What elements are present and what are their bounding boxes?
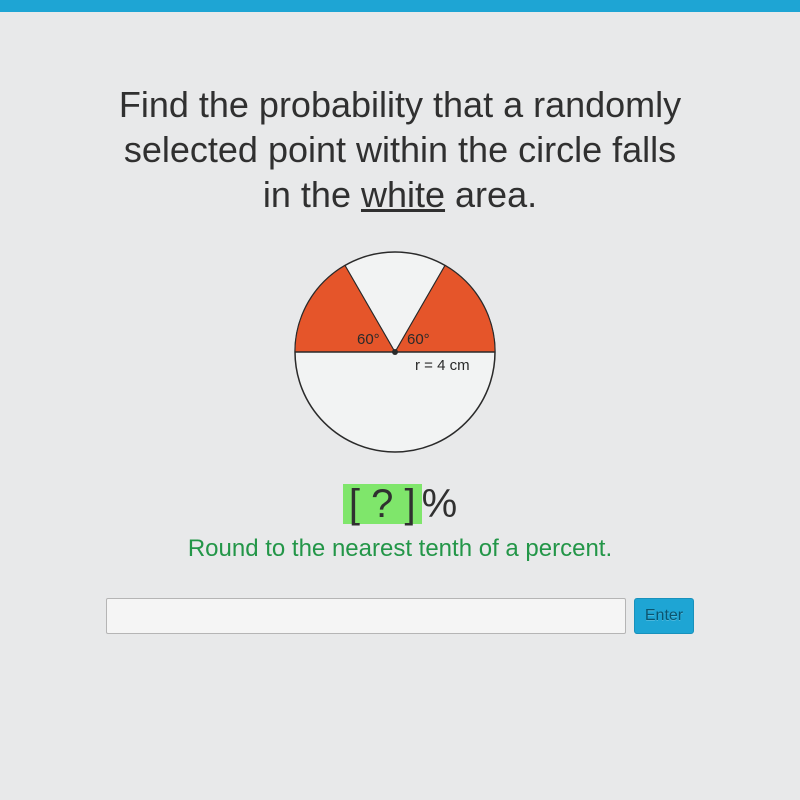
question-line-3-underlined: white	[361, 174, 445, 215]
question-line-2: selected point within the circle falls	[124, 129, 676, 170]
angle-label-right: 60°	[407, 331, 430, 348]
top-accent-bar	[0, 0, 800, 12]
question-line-3-suffix: area.	[445, 174, 537, 215]
circle-diagram: 60° 60° r = 4 cm	[285, 242, 515, 467]
answer-close: ]	[393, 482, 415, 526]
answer-placeholder-box: [ ? ]	[343, 484, 422, 524]
center-dot	[392, 349, 398, 355]
enter-button[interactable]: Enter	[634, 598, 694, 634]
answer-line: [ ? ]%	[30, 482, 770, 527]
answer-open: [	[349, 482, 371, 526]
answer-qmark: ?	[371, 482, 393, 526]
question-text: Find the probability that a randomly sel…	[30, 82, 770, 217]
content-area: Find the probability that a randomly sel…	[0, 12, 800, 634]
angle-label-left: 60°	[357, 331, 380, 348]
radius-label: r = 4 cm	[415, 357, 470, 374]
answer-input[interactable]	[106, 598, 626, 634]
question-line-1: Find the probability that a randomly	[119, 84, 681, 125]
question-line-3-prefix: in the	[263, 174, 361, 215]
rounding-hint: Round to the nearest tenth of a percent.	[30, 535, 770, 563]
input-row: Enter	[30, 598, 770, 634]
answer-suffix: %	[422, 482, 458, 526]
